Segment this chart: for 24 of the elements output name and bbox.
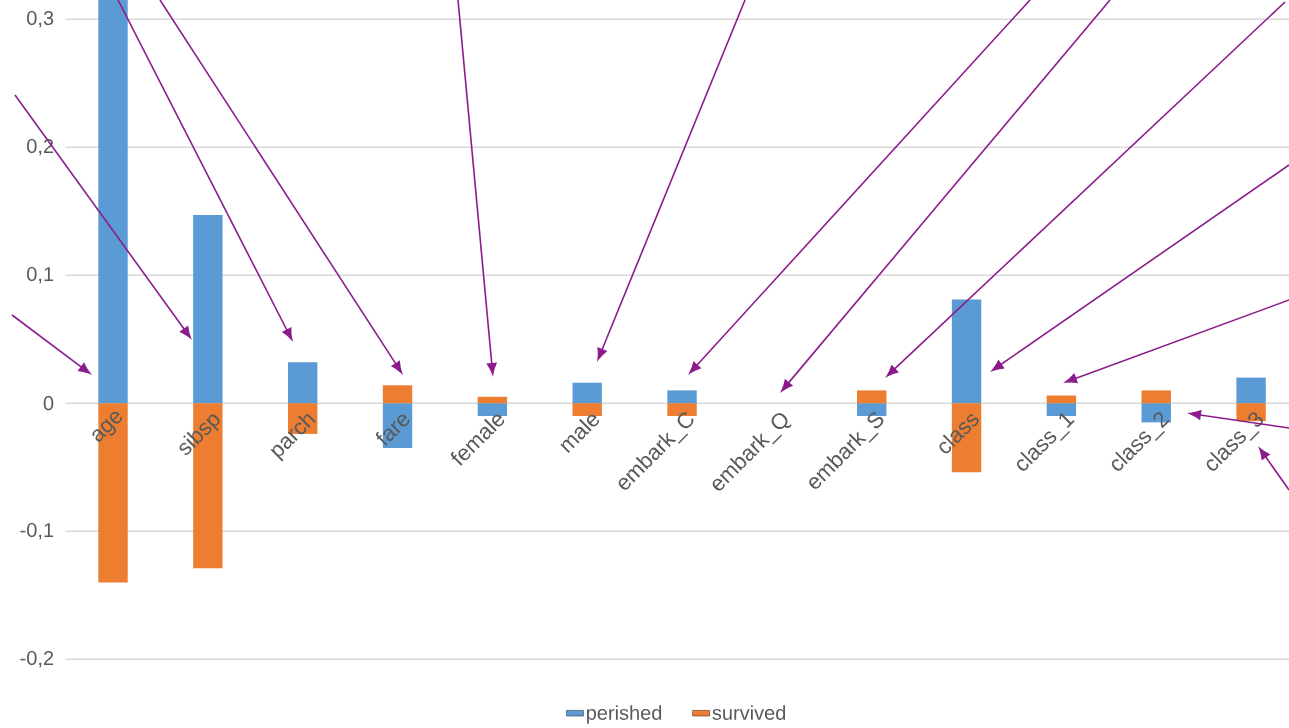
- bar: [98, 0, 128, 404]
- bar: [667, 390, 697, 404]
- bar: [288, 362, 318, 404]
- y-tick-label: 0,3: [27, 10, 54, 28]
- bar: [193, 215, 223, 404]
- y-tick-label: -0,1: [20, 522, 54, 540]
- bar: [477, 403, 508, 416]
- bar: [857, 390, 887, 404]
- bar: [572, 382, 602, 404]
- y-tick-label: -0,2: [20, 650, 54, 668]
- bar: [1236, 377, 1266, 404]
- legend-label: perished: [586, 705, 662, 724]
- bar: [382, 385, 413, 404]
- y-tick-label: 0: [43, 396, 54, 411]
- bar: [1141, 390, 1171, 404]
- x-tick-label: age: [92, 411, 122, 442]
- bar: [572, 403, 602, 416]
- y-tick-label: 0,1: [27, 266, 54, 284]
- x-tick-label: fare: [375, 414, 410, 446]
- bar: [1046, 395, 1077, 404]
- bar: [477, 396, 508, 404]
- legend-label: survived: [712, 705, 786, 720]
- y-tick-label: 0,2: [27, 138, 54, 156]
- bar: [951, 299, 982, 404]
